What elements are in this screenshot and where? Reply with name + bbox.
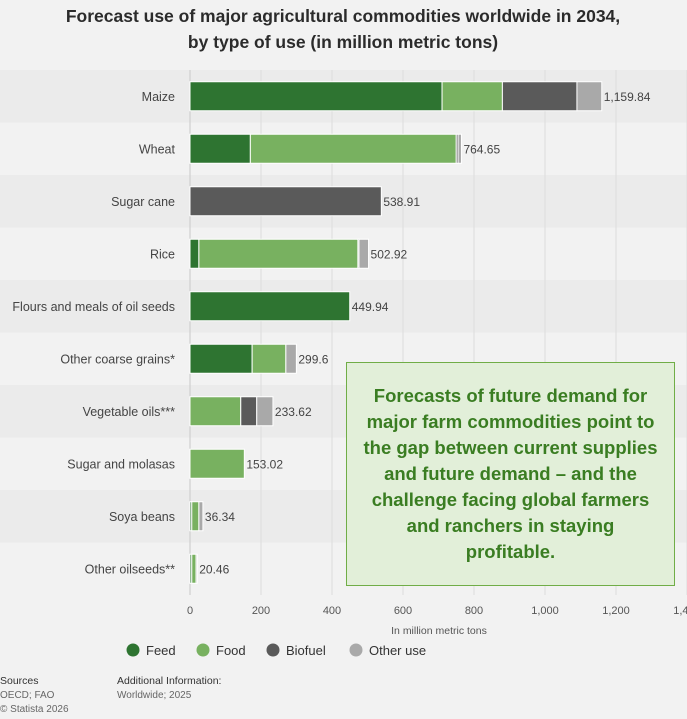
category-label: Soya beans (109, 510, 175, 524)
bar-total-label: 153.02 (246, 457, 283, 471)
bar-segment-feed[interactable] (189, 343, 253, 374)
legend-swatch-feed[interactable] (126, 643, 140, 657)
bar-segment-biofuel[interactable] (501, 81, 578, 112)
sources-text[interactable]: OECD; FAO (0, 690, 55, 701)
bar-segment-food[interactable] (249, 133, 457, 164)
x-tick-label: 0 (187, 605, 193, 617)
bar-segment-food[interactable] (251, 343, 287, 374)
bar-segment-food[interactable] (198, 238, 359, 269)
bar-segment-feed[interactable] (189, 81, 443, 112)
x-tick-label: 600 (394, 605, 412, 617)
legend-label[interactable]: Biofuel (286, 643, 326, 658)
x-tick-label: 200 (252, 605, 270, 617)
bar-segment-biofuel[interactable] (189, 186, 382, 217)
additional-info-heading: Additional Information: (117, 675, 221, 687)
category-label: Maize (142, 90, 175, 104)
category-label: Wheat (139, 142, 176, 156)
bar-segment-food[interactable] (191, 501, 200, 532)
bar-segment-food[interactable] (189, 396, 242, 427)
bar-segment-food[interactable] (191, 553, 197, 584)
category-label: Flours and meals of oil seeds (12, 300, 175, 314)
category-labels: Maize Wheat Sugar cane Rice Flours and meals… (12, 90, 175, 577)
bar-total-label: 764.65 (463, 142, 500, 156)
bar-total-label: 299.6 (298, 352, 328, 366)
legend-label[interactable]: Food (216, 643, 246, 658)
bar-segment-other-use[interactable] (358, 238, 370, 269)
bar-segment-food[interactable] (189, 448, 245, 479)
legend-swatch-other-use[interactable] (349, 643, 363, 657)
bar-segment-feed[interactable] (189, 291, 351, 322)
category-label: Other coarse grains* (60, 352, 175, 366)
bar-segment-other-use[interactable] (285, 343, 297, 374)
category-label: Sugar cane (111, 195, 175, 209)
legend-swatch-biofuel[interactable] (266, 643, 280, 657)
bar-segment-other-use[interactable] (195, 553, 198, 584)
bar-total-label: 233.62 (275, 405, 312, 419)
category-label: Vegetable oils*** (83, 405, 176, 419)
bar-total-label: 449.94 (352, 300, 389, 314)
bar-segment-biofuel[interactable] (240, 396, 258, 427)
bar-total-label: 538.91 (383, 195, 420, 209)
copyright: © Statista 2026 (0, 704, 69, 715)
x-tick-label: 400 (323, 605, 341, 617)
x-tick-label: 800 (465, 605, 483, 617)
chart-title: Forecast use of major agricultural commo… (66, 6, 620, 26)
bar-segment-other-use[interactable] (457, 133, 462, 164)
bar-segment-other-use[interactable] (576, 81, 603, 112)
bar-segment-feed[interactable] (189, 133, 251, 164)
x-tick-label: 1,200 (602, 605, 630, 617)
bar-segment-feed[interactable] (189, 238, 200, 269)
bar-segment-food[interactable] (441, 81, 503, 112)
legend[interactable]: Feed Food Biofuel Other use (126, 643, 427, 658)
category-label: Rice (150, 247, 175, 261)
bar-segment-other-use[interactable] (198, 501, 204, 532)
legend-swatch-food[interactable] (196, 643, 210, 657)
sources-heading: Sources (0, 675, 39, 687)
bar-total-label: 20.46 (199, 562, 229, 576)
bar-segment-other-use[interactable] (256, 396, 274, 427)
bar-total-label: 502.92 (371, 247, 408, 261)
category-label: Sugar and molasas (67, 457, 175, 471)
legend-label[interactable]: Feed (146, 643, 176, 658)
bars (189, 81, 603, 584)
x-tick-label: 1,400 (673, 605, 687, 617)
additional-info-text: Worldwide; 2025 (117, 690, 192, 701)
x-axis-title: In million metric tons (391, 625, 487, 637)
legend-label[interactable]: Other use (369, 643, 426, 658)
callout-box: Forecasts of future demand for major far… (346, 362, 675, 586)
bar-total-label: 1,159.84 (604, 90, 651, 104)
x-axis-ticks: 0 200 400 600 800 1,000 1,200 1,400 (187, 605, 687, 617)
total-labels: 1,159.84 764.65 538.91 502.92 449.94 299.6 233… (199, 90, 651, 577)
bar-total-label: 36.34 (205, 510, 235, 524)
callout-text: Forecasts of future demand for major far… (363, 385, 658, 562)
x-tick-label: 1,000 (531, 605, 559, 617)
chart-subtitle: by type of use (in million metric tons) (188, 32, 498, 52)
category-label: Other oilseeds** (85, 562, 175, 576)
